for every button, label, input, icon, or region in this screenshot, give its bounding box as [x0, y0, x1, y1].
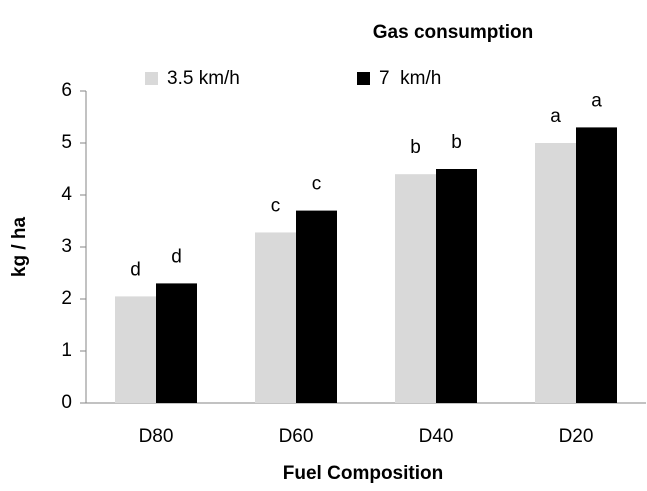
bar-letter: b — [410, 137, 421, 158]
y-tick-label: 3 — [61, 236, 72, 257]
bar-letter: a — [550, 106, 561, 127]
bar-letter: c — [271, 195, 281, 216]
y-tick-label: 1 — [61, 340, 72, 361]
legend-label: 3.5 km/h — [167, 68, 240, 89]
bar — [296, 210, 337, 403]
bar — [115, 296, 156, 403]
bar — [576, 127, 617, 404]
legend-swatch — [357, 72, 370, 85]
x-tick-label: D40 — [419, 426, 454, 447]
y-tick-label: 4 — [61, 184, 72, 205]
y-tick-label: 2 — [61, 288, 72, 309]
y-tick-label: 0 — [61, 392, 72, 413]
legend-swatch — [145, 72, 158, 85]
bar — [395, 174, 436, 403]
bar-letter: d — [130, 259, 141, 280]
y-axis-label: kg / ha — [9, 216, 30, 277]
x-tick-label: D60 — [279, 426, 314, 447]
bar-letter: a — [591, 90, 602, 111]
bar — [436, 169, 477, 403]
bar — [156, 283, 197, 403]
bar-letter: d — [171, 246, 182, 267]
legend-label: 7 km/h — [379, 68, 441, 89]
chart-title: Gas consumption — [373, 22, 533, 43]
x-tick-label: D80 — [139, 426, 174, 447]
bar — [535, 143, 576, 403]
bar-letter: c — [312, 174, 322, 195]
y-tick-label: 6 — [61, 80, 72, 101]
x-axis-label: Fuel Composition — [283, 463, 443, 484]
x-tick-label: D20 — [559, 426, 594, 447]
bar-letter: b — [451, 132, 462, 153]
bar — [255, 232, 296, 403]
y-tick-label: 5 — [61, 132, 72, 153]
